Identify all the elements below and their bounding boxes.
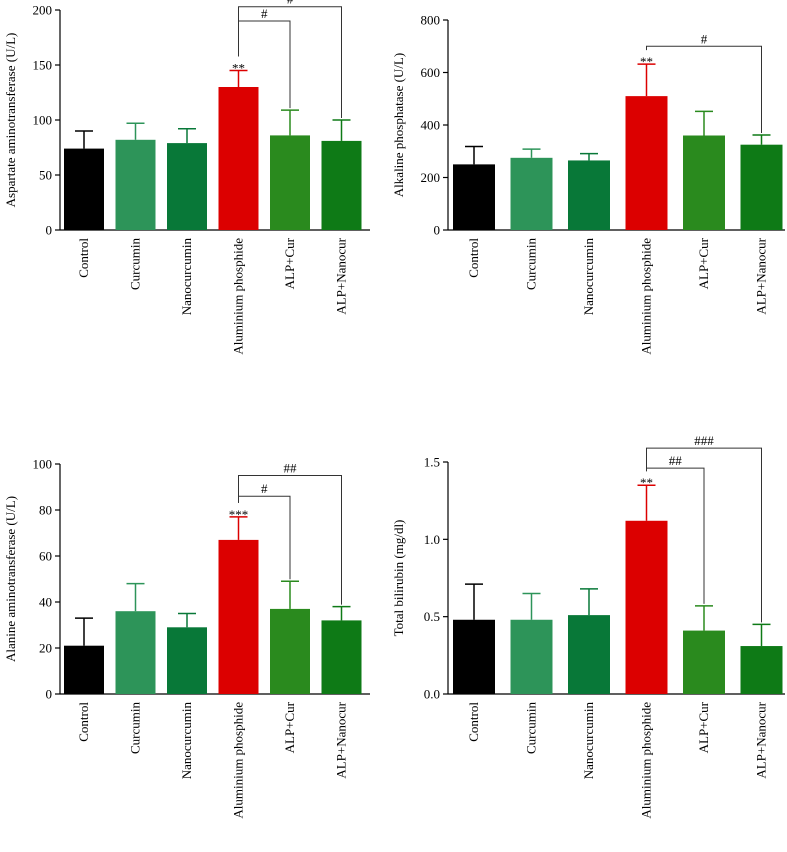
bar xyxy=(568,160,610,230)
bar xyxy=(270,608,310,694)
x-category-label: Aluminium phosphide xyxy=(231,238,246,355)
x-category-label: ALP+Nanocur xyxy=(334,701,349,778)
bar xyxy=(321,620,362,694)
bar xyxy=(625,520,668,694)
x-category-label: ALP+Cur xyxy=(696,701,711,753)
x-category-label: Curcumin xyxy=(524,238,539,290)
y-tick-label: 0.0 xyxy=(424,687,440,702)
y-tick-label: 60 xyxy=(39,549,52,564)
bar xyxy=(510,619,553,694)
bracket-label: # xyxy=(287,0,294,7)
chart-panel-alp: 0 200 400 600 800 Alkaline phosphatase (U/L) C… xyxy=(391,13,785,355)
bar xyxy=(740,646,783,694)
x-category-label: Nanocurcumin xyxy=(581,702,596,780)
bar xyxy=(321,140,362,230)
y-tick-label: 200 xyxy=(421,170,441,185)
bar xyxy=(167,143,207,230)
y-tick-label: 200 xyxy=(33,3,53,18)
bar xyxy=(115,139,156,230)
x-category-label: ALP+Cur xyxy=(282,237,297,289)
y-axis-title: Alkaline phosphatase (U/L) xyxy=(391,53,406,197)
chart-panel-tbil: 0.0 0.5 1.0 1.5 Total bilirubin (mg/dl) Contr… xyxy=(391,433,785,819)
x-category-label: Control xyxy=(76,238,91,278)
y-axis-title: Aspartate aminotransferase (U/L) xyxy=(3,33,18,208)
y-axis-title: Total bilirubin (mg/dl) xyxy=(391,520,406,637)
bar xyxy=(453,619,495,694)
bracket-label: # xyxy=(701,31,708,46)
bar xyxy=(683,630,725,694)
x-category-label: Curcumin xyxy=(524,702,539,754)
bar xyxy=(683,135,725,230)
bracket-label: ## xyxy=(669,453,683,468)
x-category-label: Aluminium phosphide xyxy=(639,238,654,355)
bracket-label: ### xyxy=(694,433,714,448)
x-category-label: Aluminium phosphide xyxy=(231,702,246,819)
bracket-label: ## xyxy=(284,461,298,476)
significance-label: ** xyxy=(640,475,653,490)
bar xyxy=(167,627,207,694)
y-tick-label: 0.5 xyxy=(424,609,440,624)
y-tick-label: 0 xyxy=(46,223,53,238)
x-category-label: Aluminium phosphide xyxy=(639,702,654,819)
y-tick-label: 50 xyxy=(39,168,52,183)
bar xyxy=(270,135,310,230)
y-tick-label: 100 xyxy=(33,457,53,472)
bar xyxy=(64,645,104,694)
bracket-label: # xyxy=(261,6,268,21)
bar xyxy=(64,148,104,230)
y-tick-label: 800 xyxy=(421,13,441,28)
comparison-bracket xyxy=(646,45,762,133)
bar xyxy=(568,615,610,694)
bar xyxy=(218,539,259,694)
significance-label: ** xyxy=(640,54,653,69)
bar xyxy=(115,611,156,694)
bar xyxy=(218,87,259,230)
bar xyxy=(740,144,783,230)
chart-panel-ast: 0 50 100 150 200 Aspartate aminotransferase (… xyxy=(3,0,370,355)
y-tick-label: 150 xyxy=(33,58,53,73)
y-tick-label: 20 xyxy=(39,641,52,656)
x-category-label: Control xyxy=(76,702,91,742)
x-category-label: Nanocurcumin xyxy=(179,702,194,780)
x-category-label: ALP+Cur xyxy=(282,701,297,753)
y-tick-label: 40 xyxy=(39,595,52,610)
y-tick-label: 1.5 xyxy=(424,455,440,470)
comparison-bracket xyxy=(238,475,342,605)
comparison-bracket xyxy=(238,6,342,118)
bar xyxy=(453,164,495,230)
y-tick-label: 80 xyxy=(39,503,52,518)
bar xyxy=(625,96,668,230)
x-category-label: Nanocurcumin xyxy=(179,238,194,316)
y-tick-label: 0 xyxy=(434,223,441,238)
y-tick-label: 400 xyxy=(421,118,441,133)
x-category-label: ALP+Nanocur xyxy=(754,701,769,778)
bracket-label: # xyxy=(261,481,268,496)
significance-label: ** xyxy=(232,61,245,76)
x-category-label: ALP+Cur xyxy=(696,237,711,289)
y-tick-label: 100 xyxy=(33,113,53,128)
x-category-label: Control xyxy=(466,702,481,742)
y-tick-label: 0 xyxy=(46,687,53,702)
x-category-label: ALP+Nanocur xyxy=(334,237,349,314)
x-category-label: Nanocurcumin xyxy=(581,238,596,316)
comparison-bracket xyxy=(646,447,762,623)
y-tick-label: 600 xyxy=(421,65,441,80)
significance-label: *** xyxy=(229,507,249,522)
y-tick-label: 1.0 xyxy=(424,532,440,547)
x-category-label: Control xyxy=(466,238,481,278)
y-axis-title: Alanine aminotransferase (U/L) xyxy=(3,496,18,662)
x-category-label: Curcumin xyxy=(128,702,143,754)
x-category-label: ALP+Nanocur xyxy=(754,237,769,314)
bar xyxy=(510,157,553,230)
x-category-label: Curcumin xyxy=(128,238,143,290)
chart-panel-alt: 0 20 40 60 80 100 Alanine aminotransferase (U/… xyxy=(3,457,370,819)
